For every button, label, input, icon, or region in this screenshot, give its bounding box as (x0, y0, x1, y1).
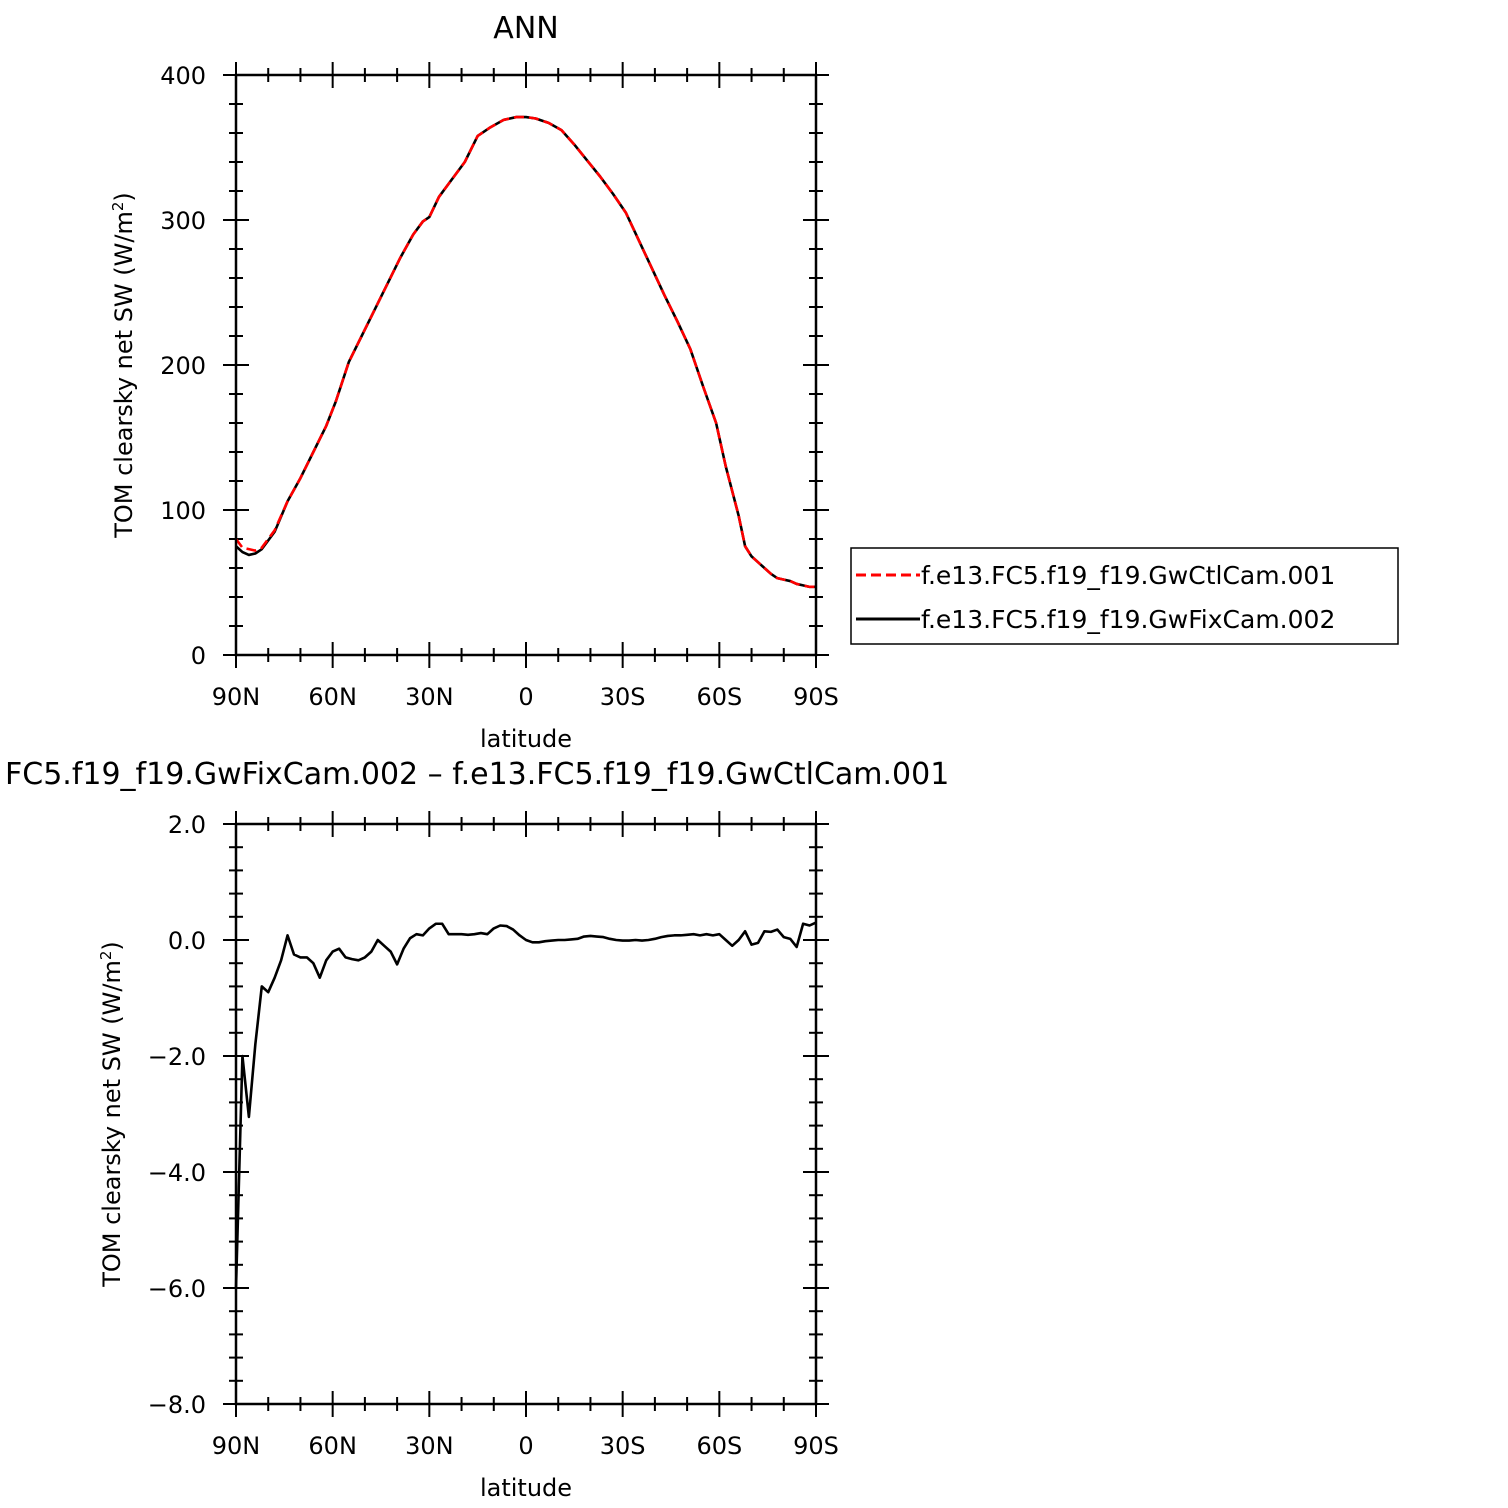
top-chart-title: ANN (493, 11, 558, 46)
top-tick-labels: 0 100 200 300 400 90N 60N 30N 0 30S 60S 90S (160, 62, 839, 711)
top-x-tick-label: 90S (793, 683, 839, 711)
bottom-plot-frame (234, 822, 818, 1406)
top-y-tick-label: 300 (160, 207, 206, 235)
top-y-tick-label: 400 (160, 62, 206, 90)
bottom-x-tick-label: 90N (212, 1432, 261, 1460)
top-y-tick-label: 100 (160, 497, 206, 525)
top-x-tick-label: 60N (308, 683, 357, 711)
bottom-series-line-0 (234, 921, 817, 1289)
legend-box (850, 547, 1399, 645)
top-x-tick-label: 0 (518, 683, 533, 711)
bottom-x-tick-label: 60N (308, 1432, 357, 1460)
top-x-tick-label: 30N (405, 683, 454, 711)
bottom-y-tick-label: 0.0 (168, 927, 206, 955)
bottom-x-tick-label: 30N (405, 1432, 454, 1460)
bottom-x-tick-label: 0 (518, 1432, 533, 1460)
bottom-chart-title: FC5.f19_f19.GwFixCam.002 – f.e13.FC5.f19… (5, 757, 949, 792)
top-y-axis-label: TOM clearsky net SW (W/m2) (109, 192, 138, 539)
bottom-y-tick-label: 2.0 (168, 811, 206, 839)
bottom-y-tick-label: −4.0 (148, 1159, 206, 1187)
top-x-tick-label: 90N (212, 683, 261, 711)
top-series-group (234, 115, 816, 589)
legend-label-fix: f.e13.FC5.f19_f19.GwFixCam.002 (921, 605, 1335, 634)
bottom-series-group (234, 921, 817, 1289)
bottom-x-tick-label: 60S (696, 1432, 742, 1460)
legend: f.e13.FC5.f19_f19.GwCtlCam.001 f.e13.FC5… (850, 547, 1399, 645)
bottom-y-tick-label: −8.0 (148, 1391, 206, 1419)
top-series-line-0 (234, 115, 816, 589)
top-y-tick-label: 0 (191, 642, 206, 670)
top-plot-frame (234, 73, 818, 657)
bottom-x-tick-label: 90S (793, 1432, 839, 1460)
top-x-tick-label: 60S (696, 683, 742, 711)
bottom-x-tick-label: 30S (600, 1432, 646, 1460)
bottom-axis-ticks (223, 811, 829, 1417)
legend-label-ctl: f.e13.FC5.f19_f19.GwCtlCam.001 (921, 561, 1335, 590)
bottom-panel: FC5.f19_f19.GwFixCam.002 – f.e13.FC5.f19… (5, 757, 949, 1502)
top-x-tick-label: 30S (600, 683, 646, 711)
top-y-tick-label: 200 (160, 352, 206, 380)
bottom-y-tick-label: −6.0 (148, 1275, 206, 1303)
bottom-x-axis-label: latitude (480, 1474, 572, 1502)
bottom-y-tick-label: −2.0 (148, 1043, 206, 1071)
top-panel: ANN 0 100 200 300 400 90N 60N 30N 0 30S 60S 90S lat… (109, 11, 839, 753)
top-x-axis-label: latitude (480, 725, 572, 753)
bottom-y-axis-label: TOM clearsky net SW (W/m2) (97, 941, 126, 1288)
top-series-line-1 (235, 115, 816, 589)
top-axis-ticks (223, 62, 829, 668)
